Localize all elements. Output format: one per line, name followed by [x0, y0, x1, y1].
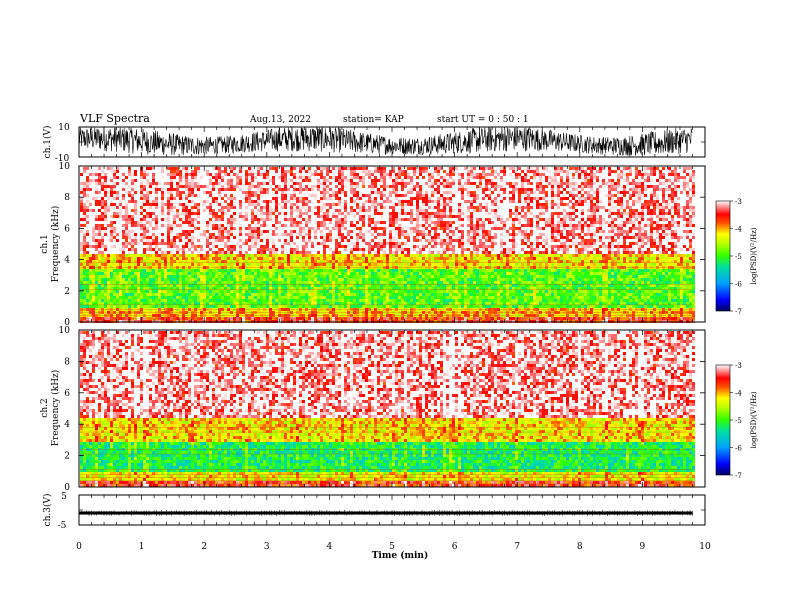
colorbar-tick-label: -5	[735, 417, 742, 425]
ch1-spectrogram-ylabel-channel: ch.1	[40, 234, 50, 253]
ch2-spectrogram-panel: 0 2 4 6 8 10 ch.2 Frequency (kHz)	[40, 326, 706, 493]
time-tick-label: 9	[640, 542, 646, 552]
colorbar-tick-label: -5	[735, 253, 742, 261]
colorbar-gradient	[715, 364, 731, 476]
colorbar-label: log(PSD)(V²/Hz)	[750, 391, 758, 448]
time-tick-label: 10	[699, 542, 711, 552]
colorbar-tick-label: -7	[735, 472, 742, 480]
colorbar-tick-label: -7	[735, 308, 742, 316]
ch3-waveform-jitter	[78, 510, 693, 516]
ytick-label: 10	[59, 162, 71, 172]
time-tick-marks	[78, 126, 706, 526]
date-label: Aug.13, 2022	[249, 115, 311, 125]
ytick-label: 8	[64, 193, 70, 203]
time-tick-label: 4	[327, 542, 333, 552]
colorbar-tick-label: -6	[735, 445, 742, 453]
ytick-label: 4	[64, 420, 70, 430]
ytick-label: 4	[64, 256, 70, 266]
ch3-waveform-ylabel: ch.3(V)	[42, 494, 53, 527]
time-tick-label: 3	[264, 542, 270, 552]
time-tick-label: 8	[577, 542, 583, 552]
ch1-colorbar: -3 -4 -5 -6 -7 log(PSD)(V²/Hz)	[715, 198, 758, 316]
time-tick-label: 7	[514, 542, 520, 552]
start-time-label: start UT = 0 : 50 : 1	[437, 115, 529, 125]
time-tick-label: 5	[389, 542, 395, 552]
colorbar-tick-label: -3	[735, 362, 742, 370]
ytick-label: 0	[64, 318, 70, 328]
time-tick-label: 2	[201, 542, 207, 552]
time-tick-label: 1	[139, 542, 145, 552]
ch1-ytick-top: 10	[58, 123, 70, 133]
time-tick-label: 6	[452, 542, 458, 552]
ch3-ytick-top: 5	[61, 492, 67, 502]
ch2-spectrogram-yticks: 0 2 4 6 8 10	[59, 326, 705, 493]
colorbar-tick-label: -6	[735, 281, 742, 289]
ch2-spectrogram-ylabel-channel: ch.2	[40, 398, 50, 417]
time-tick-label: 0	[76, 542, 82, 552]
time-axis-tick-labels: 0 1 2 3 4 5 6 7 8 9 10	[76, 542, 711, 552]
station-label: station= KAP	[343, 115, 404, 125]
ytick-label: 0	[64, 483, 70, 493]
colorbar-gradient	[715, 200, 731, 312]
ch1-spectrogram-yticks: 0 2 4 6 8 10	[59, 162, 705, 328]
ch1-spectrogram-heatmap	[80, 167, 695, 323]
ytick-label: 10	[59, 326, 71, 336]
ch1-waveform-line	[78, 127, 693, 156]
ch2-spectrogram-ylabel-frequency: Frequency (kHz)	[50, 370, 61, 447]
ytick-label: 8	[64, 357, 70, 367]
ch1-spectrogram-ylabel-frequency: Frequency (kHz)	[50, 206, 61, 283]
ch3-ytick-bottom: -5	[58, 521, 67, 531]
colorbar-tick-label: -4	[735, 390, 742, 398]
ch1-spectrogram-panel: 0 2 4 6 8 10 ch.1 Frequency (kHz)	[40, 162, 706, 328]
ytick-label: 2	[64, 452, 70, 462]
ch1-waveform-ylabel: ch.1(V)	[42, 126, 53, 159]
colorbar-tick-label: -4	[735, 226, 742, 234]
colorbar-tick-label: -3	[735, 198, 742, 206]
ytick-label: 6	[64, 224, 70, 234]
ch2-spectrogram-heatmap	[80, 331, 695, 487]
ch3-waveform-band	[79, 511, 693, 515]
time-axis-label: Time (min)	[372, 550, 429, 561]
colorbar-label: log(PSD)(V²/Hz)	[750, 227, 758, 284]
ch2-colorbar: -3 -4 -5 -6 -7 log(PSD)(V²/Hz)	[715, 362, 758, 480]
ch1-ytick-bottom: -10	[55, 154, 70, 164]
ytick-label: 6	[64, 389, 70, 399]
figure-title: VLF Spectra	[79, 112, 150, 125]
ytick-label: 2	[64, 287, 70, 297]
